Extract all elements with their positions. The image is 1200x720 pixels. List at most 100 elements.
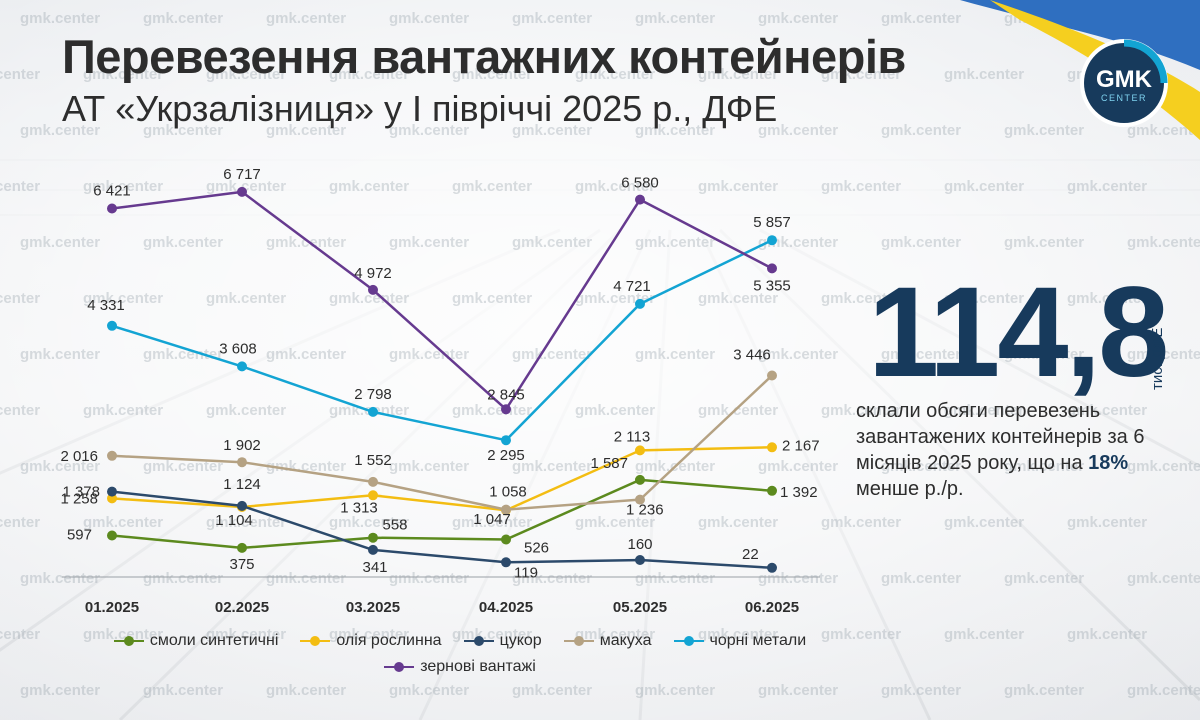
- data-point: [767, 485, 777, 496]
- data-point: [635, 474, 645, 485]
- data-label: 558: [382, 517, 407, 534]
- data-label: 1 313: [340, 499, 378, 516]
- data-label: 1 058: [489, 484, 527, 501]
- data-label-layer: 597 375 558 526 1 587 1 392 1 258 1 104 1 313 1 0…: [60, 166, 819, 581]
- data-point: [368, 476, 378, 487]
- data-label: 6 580: [621, 175, 659, 192]
- header: Перевезення вантажних контейнерів АТ «Ук…: [62, 28, 906, 132]
- data-point: [237, 542, 247, 553]
- data-label: 1 902: [223, 437, 261, 454]
- data-label: 2 113: [614, 428, 650, 445]
- data-label: 4 972: [354, 265, 392, 282]
- logo-text-main: GMK: [1096, 66, 1153, 93]
- series-2: [107, 486, 777, 573]
- legend-marker: [384, 662, 415, 672]
- data-label: 597: [67, 526, 92, 543]
- total-unit: тис. ДФЕ: [1149, 327, 1166, 390]
- series-line: [111, 190, 773, 411]
- x-tick-layer: 01.2025 02.2025 03.2025 04.2025 05.2025 06.20…: [85, 599, 799, 616]
- data-label: 341: [362, 559, 387, 576]
- data-point: [107, 320, 117, 331]
- legend-marker: [463, 636, 494, 646]
- data-label: 2 016: [60, 448, 98, 465]
- data-point: [237, 500, 247, 511]
- data-label: 5 355: [753, 277, 791, 294]
- legend-label: олія рослинна: [336, 632, 442, 649]
- legend-label: смоли синтетичні: [149, 632, 279, 649]
- data-label: 1 587: [590, 455, 628, 472]
- data-label: 6 421: [93, 183, 131, 200]
- data-label: 1 258: [60, 490, 98, 507]
- data-point: [107, 203, 117, 214]
- data-label: 1 104: [215, 512, 253, 529]
- data-label: 4 331: [87, 297, 125, 314]
- data-label: 5 857: [753, 214, 791, 231]
- data-point: [767, 235, 777, 246]
- series-0: [107, 474, 777, 553]
- data-point: [501, 504, 511, 515]
- series-line: [111, 490, 773, 570]
- x-tick-label: 01.2025: [85, 599, 139, 616]
- legend-item: смоли синтетичні: [113, 632, 279, 650]
- series-layer: [107, 186, 777, 573]
- legend-row: смоли синтетичні олія рослинна цукор макуха…: [80, 632, 840, 650]
- data-point: [767, 263, 777, 274]
- description-text: склали обсяги перевезень завантажених ко…: [856, 400, 1145, 474]
- legend-item: олія рослинна: [300, 632, 442, 650]
- decline-percent: 18%: [1088, 452, 1129, 474]
- data-label: 526: [524, 539, 549, 556]
- data-point: [635, 494, 645, 505]
- legend-label: зернові вантажі: [420, 658, 536, 675]
- data-label: 1 552: [354, 452, 392, 469]
- data-point: [635, 555, 645, 565]
- data-point: [237, 186, 247, 197]
- data-label: 375: [229, 556, 254, 573]
- data-point: [237, 457, 247, 468]
- data-label: 2 845: [487, 386, 525, 403]
- data-label: 1 392: [780, 484, 818, 501]
- data-point: [107, 530, 117, 541]
- total-description: склали обсяги перевезень завантажених ко…: [856, 398, 1176, 502]
- data-point: [368, 406, 378, 417]
- series-line: [111, 478, 773, 550]
- data-point: [635, 298, 645, 309]
- data-point: [368, 284, 378, 295]
- data-label: 1 047: [473, 511, 511, 528]
- data-label: 22: [742, 546, 759, 563]
- gmk-center-logo: GMK CENTER: [1078, 37, 1170, 129]
- x-tick-label: 03.2025: [346, 599, 400, 616]
- data-label: 4 721: [613, 278, 651, 295]
- data-point: [237, 361, 247, 372]
- data-label: 3 446: [733, 347, 771, 364]
- data-point: [501, 404, 511, 415]
- page-subtitle: АТ «Укрзалізниця» у І півріччі 2025 р., …: [62, 88, 778, 129]
- series-line: [111, 374, 773, 511]
- data-label: 2 798: [354, 386, 392, 403]
- data-label: 160: [627, 536, 652, 553]
- series-3: [107, 370, 777, 515]
- data-label: 6 717: [223, 166, 261, 183]
- legend-label: чорні метали: [709, 632, 807, 649]
- legend-item: цукор: [463, 632, 542, 650]
- series-4: [107, 235, 777, 446]
- data-point: [767, 370, 777, 381]
- data-point: [501, 534, 511, 545]
- description-suffix: менше р./р.: [856, 478, 964, 500]
- series-5: [107, 186, 777, 415]
- legend-item: чорні метали: [673, 632, 807, 650]
- x-tick-label: 04.2025: [479, 599, 533, 616]
- chart-legend: смоли синтетичні олія рослинна цукор макуха…: [80, 632, 840, 684]
- logo-text-sub: CENTER: [1101, 93, 1147, 103]
- series-line: [111, 446, 773, 512]
- data-label: 2 167: [782, 437, 820, 454]
- data-point: [107, 486, 117, 497]
- data-point: [501, 435, 511, 446]
- total-value: 114,8: [868, 261, 1169, 404]
- data-point: [767, 442, 777, 453]
- data-point: [368, 532, 378, 543]
- data-point: [368, 544, 378, 555]
- data-point: [635, 445, 645, 456]
- legend-marker: [113, 636, 144, 646]
- flag-blue-stripe: [960, 0, 1200, 70]
- data-label: 1 378: [62, 484, 100, 501]
